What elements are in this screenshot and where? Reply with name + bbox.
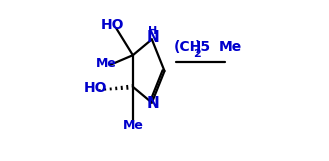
Text: )5: )5 [194,40,211,54]
Text: 2: 2 [193,49,201,59]
Text: Me: Me [95,57,116,70]
Text: H: H [148,26,157,36]
Text: Me: Me [218,40,242,54]
Text: Me: Me [122,119,143,132]
Text: HO: HO [101,18,124,32]
Text: N: N [146,96,159,111]
Text: N: N [146,30,159,45]
Text: (CH: (CH [173,40,202,54]
Text: HO: HO [84,81,108,95]
